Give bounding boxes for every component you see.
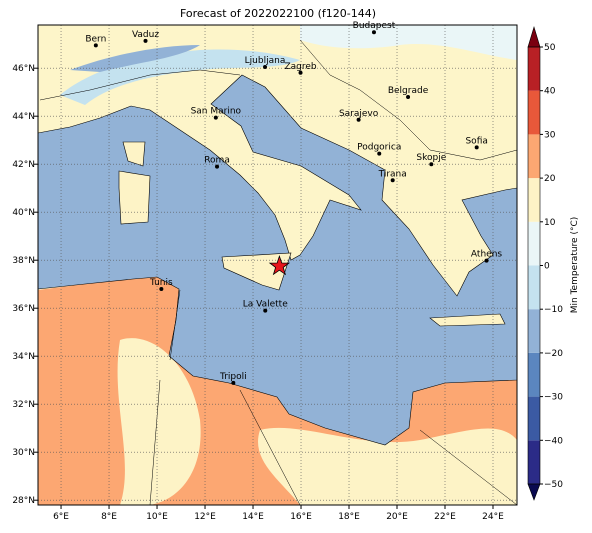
grid	[38, 25, 517, 505]
border	[39, 39, 517, 505]
city-label: Ljubljana	[245, 56, 286, 66]
y-tick-label: 32°N	[12, 400, 35, 410]
colorbar-bin	[528, 178, 540, 222]
city-dot	[371, 30, 376, 35]
mild-area	[117, 338, 201, 505]
city-label: Belgrade	[388, 86, 429, 96]
city-dot	[406, 95, 411, 99]
colorbar-tick-label: −40	[544, 436, 563, 446]
city-dot	[159, 287, 164, 291]
colorbar-bin	[528, 309, 540, 353]
city-dot	[377, 151, 382, 156]
colorbar-tick-label: 10	[544, 218, 556, 228]
island	[122, 141, 146, 167]
city-dot	[93, 43, 98, 48]
colorbar-bin	[528, 221, 540, 266]
city-label: La Valette	[243, 300, 288, 310]
mild-area	[258, 427, 517, 505]
event-marker	[268, 254, 291, 276]
colorbar-label: Min Temperature (°C)	[570, 217, 580, 314]
city-dot	[263, 308, 268, 313]
colorbar-tick-label: −20	[544, 349, 563, 359]
x-tick-label: 6°E	[53, 512, 69, 522]
map-frame	[37, 24, 518, 506]
y-tick-label: 46°N	[12, 64, 35, 74]
island	[118, 170, 151, 225]
city-label: Tirana	[378, 169, 407, 179]
city-label: Vaduz	[132, 30, 159, 40]
city-dot	[231, 380, 236, 385]
city-dot	[356, 117, 361, 122]
colorbar-tick-label: 20	[544, 174, 556, 184]
x-tick-label: 10°E	[146, 512, 168, 522]
y-tick-label: 42°N	[12, 160, 35, 170]
x-tick-label: 16°E	[290, 512, 312, 522]
colorbar-tick-label: −30	[544, 393, 563, 403]
city-label: Tripoli	[219, 372, 247, 382]
y-tick-label: 40°N	[12, 208, 35, 218]
city-label: Sofia	[465, 136, 487, 146]
colorbar-tick-label: −50	[544, 480, 563, 490]
city-label: Budapest	[353, 21, 396, 31]
y-tick-label: 28°N	[12, 496, 35, 506]
y-tick-label: 44°N	[12, 112, 35, 122]
chart-title: Forecast of 2022022100 (f120-144)	[180, 7, 376, 20]
colorbar-extend	[527, 483, 541, 501]
x-tick-label: 20°E	[386, 512, 408, 522]
city-label: San Marino	[191, 107, 242, 117]
colorbar-tick-label: 30	[544, 130, 556, 140]
colorbar-tick-label: 50	[544, 43, 556, 53]
city-label: Skopje	[416, 153, 446, 163]
island	[429, 313, 506, 327]
city-dot	[484, 258, 489, 263]
x-tick-label: 22°E	[434, 512, 456, 522]
cold-area	[60, 49, 300, 105]
city-dot	[143, 38, 148, 43]
city-dot	[298, 70, 303, 75]
colorbar-tick-label: 40	[544, 87, 556, 97]
x-tick-label: 12°E	[194, 512, 216, 522]
colorbar-bin	[528, 352, 540, 397]
city-label: Roma	[204, 156, 230, 166]
y-tick-label: 36°N	[12, 304, 35, 314]
cold-area	[300, 25, 517, 60]
y-tick-label: 34°N	[12, 352, 35, 362]
x-tick-label: 24°E	[482, 512, 504, 522]
cold-area	[70, 45, 200, 72]
city-dot	[263, 65, 268, 69]
y-tick-label: 30°N	[12, 448, 35, 458]
x-tick-label: 14°E	[242, 512, 264, 522]
colorbar-bin	[528, 134, 540, 179]
colorbar-tick-label: −10	[544, 305, 563, 315]
colorbar-bin	[528, 440, 540, 484]
colorbar-bin	[528, 265, 540, 310]
colorbar-bin	[528, 396, 540, 441]
city-label: Athens	[471, 250, 502, 260]
city-dot	[213, 115, 218, 120]
colorbar-extend	[527, 25, 541, 48]
colorbar-bin	[528, 47, 540, 91]
x-tick-label: 8°E	[101, 512, 117, 522]
island	[221, 252, 292, 291]
colorbar-tick-label: 0	[544, 262, 550, 272]
city-dot	[474, 145, 479, 150]
city-label: Bern	[85, 34, 106, 44]
y-tick-label: 38°N	[12, 256, 35, 266]
city-label: Tunis	[149, 278, 173, 288]
city-label: Podgorica	[357, 143, 401, 153]
city-label: Zagreb	[284, 62, 316, 72]
city-dot	[215, 164, 220, 169]
colorbar-bin	[528, 90, 540, 135]
city-dot	[429, 162, 434, 167]
city-dot	[390, 178, 395, 183]
x-tick-label: 18°E	[338, 512, 360, 522]
city-label: Sarajevo	[339, 109, 379, 119]
